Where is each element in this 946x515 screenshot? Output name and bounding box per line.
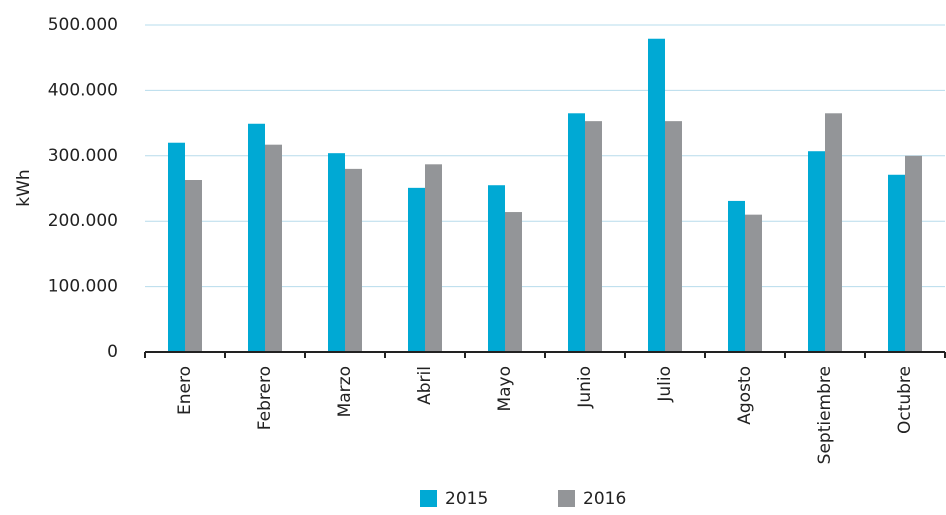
y-tick-label: 0 <box>107 342 118 362</box>
legend-label: 2015 <box>445 489 488 509</box>
x-tick-label: Enero <box>175 366 195 415</box>
y-tick-label: 100.000 <box>48 277 118 297</box>
x-tick-label: Agosto <box>735 366 755 425</box>
bar <box>328 153 345 352</box>
x-tick-label: Abril <box>415 366 435 405</box>
y-tick-label: 400.000 <box>48 80 118 100</box>
y-tick-label: 500.000 <box>48 15 118 35</box>
bar <box>488 185 505 352</box>
bar <box>665 121 682 352</box>
y-tick-label: 300.000 <box>48 146 118 166</box>
bar <box>728 200 745 352</box>
bar <box>808 151 825 352</box>
x-tick-label: Junio <box>575 366 595 409</box>
x-tick-label: Marzo <box>335 366 355 417</box>
legend-label: 2016 <box>583 489 626 509</box>
bar <box>345 168 362 352</box>
bar <box>745 214 762 352</box>
bar <box>248 123 265 352</box>
bar <box>648 38 665 352</box>
x-tick-label: Mayo <box>495 366 515 412</box>
x-tick-label: Octubre <box>895 366 915 434</box>
x-tick-label: Febrero <box>255 366 275 430</box>
x-tick-label: Julio <box>655 366 675 403</box>
bar <box>568 113 585 352</box>
y-axis-label: kWh <box>14 169 34 206</box>
bar <box>585 121 602 352</box>
bar <box>905 155 922 352</box>
bar <box>408 187 425 352</box>
bar <box>888 174 905 352</box>
bar <box>265 144 282 352</box>
x-tick-label: Septiembre <box>815 366 835 464</box>
y-tick-label: 200.000 <box>48 211 118 231</box>
bar <box>505 212 522 352</box>
legend-swatch <box>420 490 437 507</box>
bar <box>825 113 842 352</box>
bar <box>168 142 185 352</box>
bar <box>185 179 202 352</box>
legend-swatch <box>558 490 575 507</box>
bar <box>425 164 442 352</box>
